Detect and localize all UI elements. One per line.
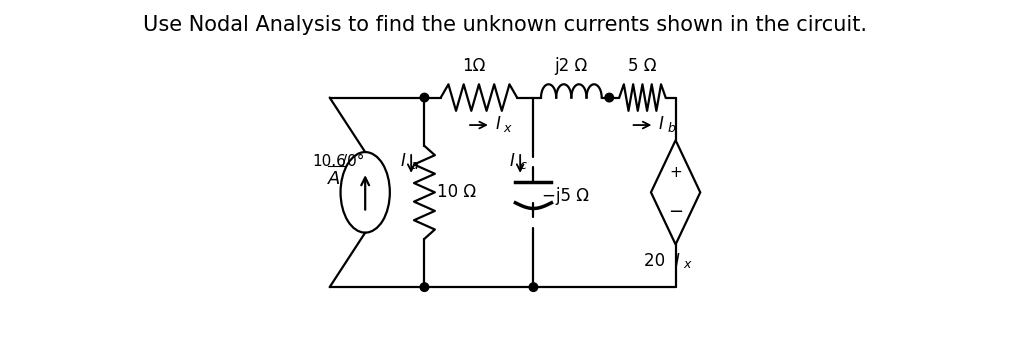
Text: x: x xyxy=(683,258,691,271)
Circle shape xyxy=(529,283,537,291)
Text: I: I xyxy=(496,115,500,132)
Circle shape xyxy=(420,283,428,291)
Text: I: I xyxy=(510,152,514,170)
Text: A: A xyxy=(328,170,340,188)
Circle shape xyxy=(605,93,613,102)
Text: −: − xyxy=(668,203,683,221)
Text: I: I xyxy=(675,252,680,270)
Circle shape xyxy=(420,93,428,102)
Text: b: b xyxy=(667,122,675,135)
Text: −j5 Ω: −j5 Ω xyxy=(542,187,589,205)
Text: x: x xyxy=(504,122,511,135)
Text: j2 Ω: j2 Ω xyxy=(554,57,588,75)
Text: I: I xyxy=(401,152,405,170)
Text: 20: 20 xyxy=(643,252,670,270)
Text: 1Ω: 1Ω xyxy=(463,57,486,75)
Text: /0°: /0° xyxy=(342,154,365,169)
Text: a: a xyxy=(411,159,418,172)
Text: 10.6: 10.6 xyxy=(313,154,346,169)
Text: Use Nodal Analysis to find the unknown currents shown in the circuit.: Use Nodal Analysis to find the unknown c… xyxy=(143,15,867,35)
Text: 10 Ω: 10 Ω xyxy=(437,183,477,201)
Text: 5 Ω: 5 Ω xyxy=(628,57,656,75)
Text: I: I xyxy=(660,115,664,132)
Text: +: + xyxy=(670,165,682,180)
Text: c: c xyxy=(520,159,526,172)
